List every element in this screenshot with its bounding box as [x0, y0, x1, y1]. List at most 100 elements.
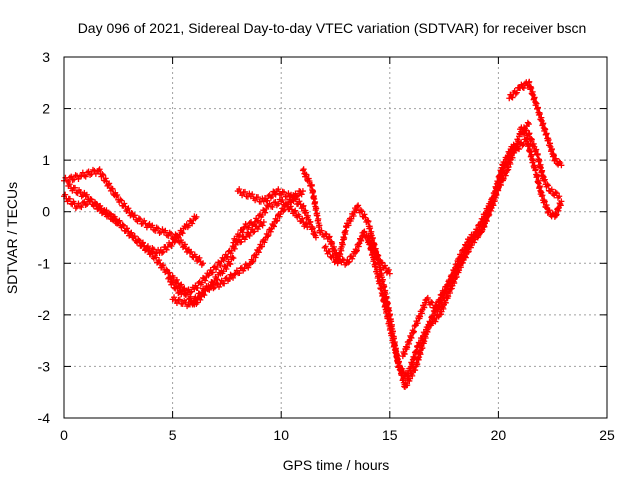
data-point — [385, 266, 392, 273]
data-point — [453, 263, 460, 270]
data-point — [179, 230, 186, 237]
data-point — [159, 262, 166, 269]
data-point — [323, 231, 330, 238]
data-point — [246, 232, 253, 239]
data-point — [189, 220, 196, 227]
grid-lines — [64, 57, 607, 418]
data-point — [119, 221, 126, 228]
data-point — [160, 262, 167, 269]
data-point — [528, 136, 535, 143]
data-point — [188, 248, 195, 255]
data-point — [553, 211, 560, 218]
data-point — [255, 217, 262, 224]
data-point — [553, 190, 560, 197]
data-point — [99, 171, 106, 178]
data-point — [217, 262, 224, 269]
data-point — [541, 198, 548, 205]
data-point — [508, 93, 515, 100]
data-point — [341, 234, 348, 241]
data-point — [514, 145, 521, 152]
data-point — [326, 248, 333, 255]
data-point — [497, 182, 504, 189]
data-point — [120, 222, 127, 229]
data-point — [355, 202, 362, 209]
data-point — [361, 228, 368, 235]
data-point — [62, 191, 69, 198]
data-point — [173, 234, 180, 241]
x-tick-label: 20 — [491, 427, 507, 443]
data-point — [196, 254, 203, 261]
data-point — [173, 276, 180, 283]
y-tick-label: -1 — [38, 255, 51, 271]
data-point — [141, 217, 148, 224]
data-point — [139, 240, 146, 247]
data-point — [269, 203, 276, 210]
data-point — [236, 232, 243, 239]
data-point — [329, 240, 336, 247]
data-point — [292, 207, 299, 214]
data-point — [536, 157, 543, 164]
data-point — [399, 372, 406, 379]
data-point — [528, 85, 535, 92]
data-point — [371, 256, 378, 263]
data-point — [346, 258, 353, 265]
data-point — [137, 216, 144, 223]
data-point — [318, 227, 325, 234]
x-tick-label: 5 — [169, 427, 177, 443]
data-point — [506, 150, 513, 157]
data-point — [83, 191, 90, 198]
data-point — [68, 173, 75, 180]
data-point — [127, 231, 134, 238]
data-point — [182, 291, 189, 298]
data-point — [345, 259, 352, 266]
data-point — [436, 304, 443, 311]
data-point — [72, 172, 79, 179]
data-point — [158, 249, 165, 256]
series-track-n — [517, 124, 563, 201]
data-point — [230, 255, 237, 262]
data-point — [542, 126, 549, 133]
data-point — [275, 186, 282, 193]
data-point — [287, 203, 294, 210]
plot-frame — [63, 56, 608, 419]
data-point — [186, 249, 193, 256]
data-point — [544, 181, 551, 188]
data-point — [174, 233, 181, 240]
data-point — [66, 181, 73, 188]
data-point — [299, 215, 306, 222]
data-point — [350, 212, 357, 219]
data-point — [102, 175, 109, 182]
data-point — [550, 152, 557, 159]
data-point — [241, 265, 248, 272]
data-point — [520, 85, 527, 92]
data-point — [192, 253, 199, 260]
data-point — [245, 224, 252, 231]
data-point — [251, 228, 258, 235]
y-tick-label: 3 — [42, 49, 50, 65]
data-point — [124, 206, 131, 213]
data-point — [513, 89, 520, 96]
data-point — [239, 229, 246, 236]
data-point — [545, 182, 552, 189]
data-point — [518, 124, 525, 131]
data-point — [505, 164, 512, 171]
data-point — [330, 254, 337, 261]
data-point — [545, 136, 552, 143]
series-track-b — [61, 166, 207, 268]
data-point — [69, 187, 76, 194]
x-tick-label: 25 — [599, 427, 615, 443]
y-tick-label: 2 — [42, 101, 50, 117]
data-point — [541, 177, 548, 184]
series-track-l — [506, 78, 565, 169]
data-point — [391, 341, 398, 348]
data-point — [216, 283, 223, 290]
data-point — [326, 233, 333, 240]
data-point — [316, 222, 323, 229]
data-point — [226, 276, 233, 283]
data-point — [445, 293, 452, 300]
data-point — [66, 195, 73, 202]
data-point — [214, 264, 221, 271]
data-point — [292, 196, 299, 203]
data-point — [228, 247, 235, 254]
data-point — [375, 273, 382, 280]
